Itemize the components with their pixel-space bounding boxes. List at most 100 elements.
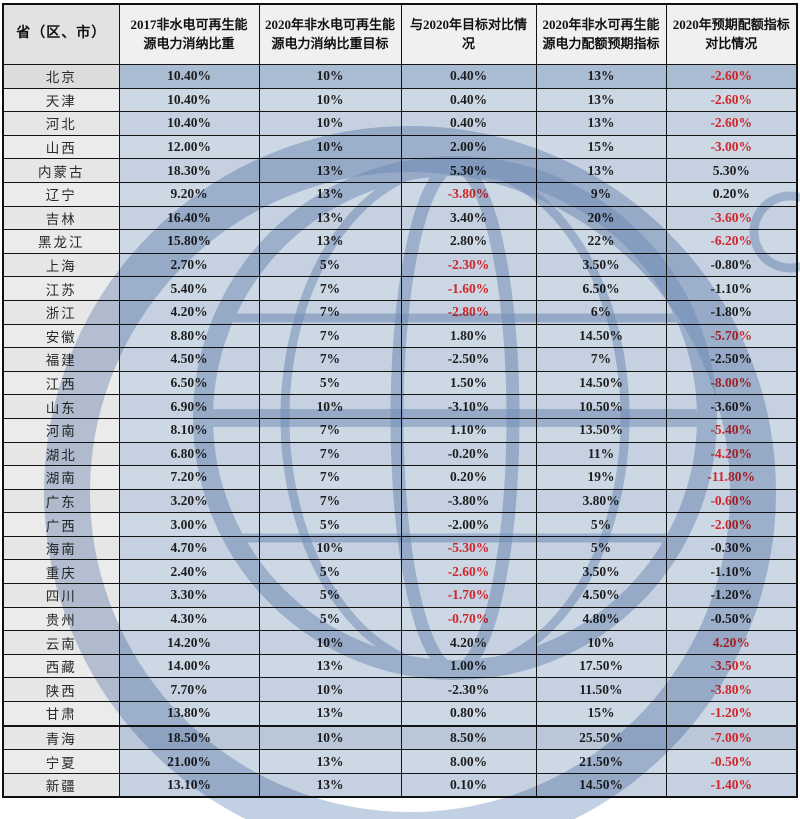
target-2020-cell: 13% — [258, 229, 402, 254]
value-2017-cell: 10.40% — [118, 64, 260, 89]
quota-2020-cell: 5% — [535, 512, 667, 537]
diff-vs-quota-cell: -2.00% — [665, 512, 798, 537]
diff-vs-quota-cell: -1.20% — [665, 701, 798, 727]
quota-2020-cell: 3.50% — [535, 252, 667, 278]
value-2017-cell: 18.30% — [118, 158, 260, 183]
diff-vs-quota-cell: -3.60% — [665, 205, 798, 231]
table-row: 河南 8.10% 7% 1.10% 13.50% -5.40% — [2, 417, 798, 443]
quota-2020-cell: 13% — [535, 87, 667, 113]
diff-vs-target-cell: -2.30% — [400, 677, 537, 703]
diff-vs-quota-cell: 0.20% — [665, 181, 798, 207]
table-row: 四川 3.30% 5% -1.70% 4.50% -1.20% — [2, 583, 798, 608]
table-row: 重庆 2.40% 5% -2.60% 3.50% -1.10% — [2, 559, 798, 585]
target-2020-cell: 5% — [258, 370, 402, 396]
target-2020-cell: 13% — [258, 158, 402, 183]
province-cell: 河北 — [2, 111, 120, 136]
target-2020-cell: 7% — [258, 441, 402, 467]
quota-2020-cell: 13% — [535, 158, 667, 183]
table-row: 黑龙江 15.80% 13% 2.80% 22% -6.20% — [2, 229, 798, 254]
province-cell: 广东 — [2, 488, 120, 514]
table-row: 湖北 6.80% 7% -0.20% 11% -4.20% — [2, 441, 798, 467]
value-2017-cell: 16.40% — [118, 205, 260, 231]
diff-vs-quota-cell: -2.60% — [665, 111, 798, 136]
diff-vs-quota-cell: -1.80% — [665, 299, 798, 325]
target-2020-cell: 13% — [258, 653, 402, 679]
diff-vs-target-cell: 8.00% — [400, 749, 537, 774]
target-2020-cell: 10% — [258, 111, 402, 136]
value-2017-cell: 3.00% — [118, 512, 260, 537]
quota-2020-cell: 15% — [535, 134, 667, 160]
diff-vs-quota-cell: -3.60% — [665, 394, 798, 419]
diff-vs-target-cell: 0.20% — [400, 465, 537, 490]
target-2020-cell: 5% — [258, 512, 402, 537]
province-quota-table: 省（区、市） 2017非水电可再生能源电力消纳比重 2020年非水电可再生能源电… — [2, 3, 798, 799]
diff-vs-target-cell: 2.80% — [400, 229, 537, 254]
quota-2020-cell: 14.50% — [535, 772, 667, 798]
quota-2020-cell: 13% — [535, 64, 667, 89]
province-cell: 内蒙古 — [2, 158, 120, 183]
quota-2020-cell: 6.50% — [535, 276, 667, 301]
province-cell: 天津 — [2, 87, 120, 113]
header-diff-vs-quota: 2020年预期配额指标对比情况 — [665, 3, 798, 65]
target-2020-cell: 7% — [258, 299, 402, 325]
table-row: 上海 2.70% 5% -2.30% 3.50% -0.80% — [2, 252, 798, 278]
diff-vs-target-cell: 2.00% — [400, 134, 537, 160]
diff-vs-quota-cell: 4.20% — [665, 630, 798, 655]
diff-vs-quota-cell: -6.20% — [665, 229, 798, 254]
quota-2020-cell: 20% — [535, 205, 667, 231]
quota-2020-cell: 14.50% — [535, 323, 667, 349]
province-cell: 北京 — [2, 64, 120, 89]
value-2017-cell: 6.90% — [118, 394, 260, 419]
table-row: 河北 10.40% 10% 0.40% 13% -2.60% — [2, 111, 798, 136]
diff-vs-target-cell: -0.70% — [400, 606, 537, 632]
table-row: 辽宁 9.20% 13% -3.80% 9% 0.20% — [2, 181, 798, 207]
diff-vs-target-cell: 3.40% — [400, 205, 537, 231]
quota-2020-cell: 21.50% — [535, 749, 667, 774]
target-2020-cell: 5% — [258, 252, 402, 278]
target-2020-cell: 13% — [258, 749, 402, 774]
province-cell: 山西 — [2, 134, 120, 160]
province-cell: 吉林 — [2, 205, 120, 231]
value-2017-cell: 10.40% — [118, 111, 260, 136]
table-row: 安徽 8.80% 7% 1.80% 14.50% -5.70% — [2, 323, 798, 349]
diff-vs-quota-cell: 5.30% — [665, 158, 798, 183]
table-row: 山西 12.00% 10% 2.00% 15% -3.00% — [2, 134, 798, 160]
quota-2020-cell: 15% — [535, 701, 667, 727]
diff-vs-target-cell: -2.00% — [400, 512, 537, 537]
value-2017-cell: 4.70% — [118, 535, 260, 561]
quota-2020-cell: 5% — [535, 535, 667, 561]
province-cell: 黑龙江 — [2, 229, 120, 254]
value-2017-cell: 10.40% — [118, 87, 260, 113]
value-2017-cell: 3.20% — [118, 488, 260, 514]
diff-vs-target-cell: -3.10% — [400, 394, 537, 419]
value-2017-cell: 4.50% — [118, 347, 260, 372]
province-cell: 广西 — [2, 512, 120, 537]
quota-2020-cell: 13% — [535, 111, 667, 136]
diff-vs-quota-cell: -7.00% — [665, 724, 798, 751]
target-2020-cell: 5% — [258, 606, 402, 632]
quota-2020-cell: 17.50% — [535, 653, 667, 679]
diff-vs-quota-cell: -0.50% — [665, 749, 798, 774]
table-row: 广东 3.20% 7% -3.80% 3.80% -0.60% — [2, 488, 798, 514]
quota-2020-cell: 11% — [535, 441, 667, 467]
target-2020-cell: 7% — [258, 488, 402, 514]
diff-vs-quota-cell: -2.50% — [665, 347, 798, 372]
quota-2020-cell: 3.50% — [535, 559, 667, 585]
province-cell: 西藏 — [2, 653, 120, 679]
province-cell: 江苏 — [2, 276, 120, 301]
value-2017-cell: 14.00% — [118, 653, 260, 679]
value-2017-cell: 6.50% — [118, 370, 260, 396]
target-2020-cell: 13% — [258, 701, 402, 727]
province-cell: 云南 — [2, 630, 120, 655]
value-2017-cell: 6.80% — [118, 441, 260, 467]
diff-vs-quota-cell: -1.20% — [665, 583, 798, 608]
header-2020-target: 2020年非水电可再生能源电力消纳比重目标 — [258, 3, 402, 65]
diff-vs-target-cell: -5.30% — [400, 535, 537, 561]
diff-vs-target-cell: -1.60% — [400, 276, 537, 301]
quota-2020-cell: 25.50% — [535, 724, 667, 751]
target-2020-cell: 13% — [258, 181, 402, 207]
province-cell: 陕西 — [2, 677, 120, 703]
diff-vs-quota-cell: -0.30% — [665, 535, 798, 561]
diff-vs-target-cell: -1.70% — [400, 583, 537, 608]
diff-vs-quota-cell: -3.50% — [665, 653, 798, 679]
